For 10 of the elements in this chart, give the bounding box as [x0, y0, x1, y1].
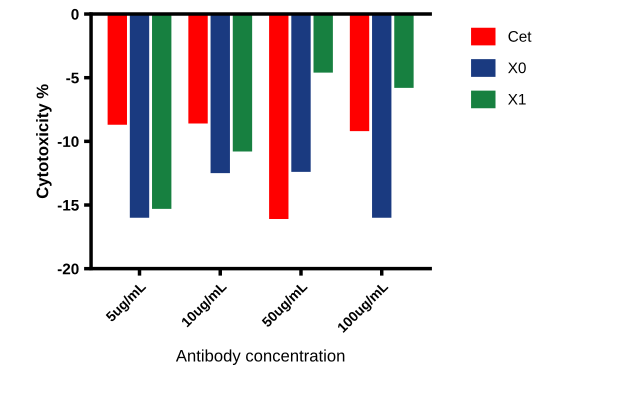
legend-label: Cet — [508, 31, 532, 42]
y-tick-label: -15 — [58, 200, 79, 211]
y-tick-label: -5 — [66, 72, 79, 84]
y-tick-label: -20 — [58, 264, 79, 274]
legend-label: X1 — [508, 94, 526, 104]
y-tick-label: -10 — [58, 136, 79, 148]
x-axis-title: Antibody concentration — [176, 349, 344, 365]
y-tick-label: 0 — [71, 8, 79, 20]
y-axis-title: Cytotoxicity % — [36, 84, 52, 198]
legend-label: X0 — [508, 62, 526, 74]
